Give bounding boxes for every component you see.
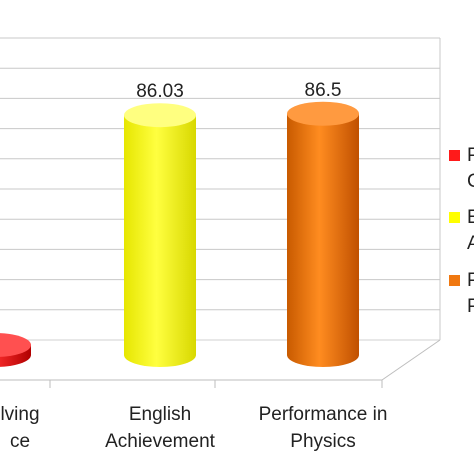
floor-side-edge xyxy=(381,339,441,381)
legend-label-line1: E xyxy=(467,207,474,228)
legend-label-line2: A xyxy=(467,233,474,254)
legend-entry-2: PP xyxy=(449,270,474,317)
bar-0 xyxy=(0,333,31,367)
legend-label-line1: P xyxy=(467,145,474,166)
category-label: Performance in xyxy=(259,404,388,425)
bar-body xyxy=(124,115,196,368)
bar-top xyxy=(0,333,31,357)
category-label: ce xyxy=(10,431,30,452)
data-label: 86.5 xyxy=(305,80,342,101)
legend-swatch xyxy=(449,150,460,161)
data-labels: 86.03 86.5 xyxy=(136,80,341,102)
bar-2 xyxy=(287,101,359,368)
legend-entry-0: PC xyxy=(449,145,474,192)
gridlines xyxy=(0,37,441,340)
category-label: Physics xyxy=(290,431,355,452)
bar-top xyxy=(287,101,359,126)
category-label: Achievement xyxy=(105,431,216,452)
bars xyxy=(0,101,359,368)
legend-swatch xyxy=(449,212,460,223)
legend-swatch xyxy=(449,275,460,286)
legend-entry-1: EA xyxy=(449,207,474,254)
bar-top xyxy=(124,103,196,128)
legend-label-line2: C xyxy=(467,171,474,192)
bar-1 xyxy=(124,103,196,368)
category-label: English xyxy=(129,404,191,425)
bar-body xyxy=(287,113,359,368)
chart-floor xyxy=(0,339,441,388)
legend-label-line1: P xyxy=(467,270,474,291)
category-label: lving xyxy=(0,404,39,425)
category-labels: lving ce English Achievement Performance in P… xyxy=(0,404,387,452)
data-label: 86.03 xyxy=(136,81,184,102)
legend-label-line2: P xyxy=(467,296,474,317)
